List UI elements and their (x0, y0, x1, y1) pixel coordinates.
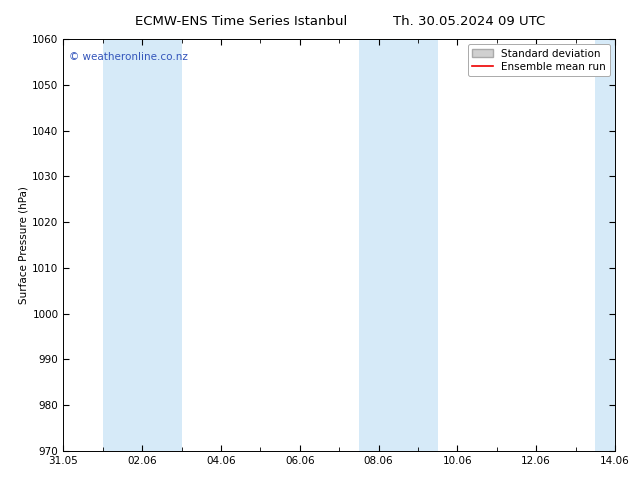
Y-axis label: Surface Pressure (hPa): Surface Pressure (hPa) (18, 186, 28, 304)
Bar (103, 39, 181, 451)
Legend: Standard deviation, Ensemble mean run: Standard deviation, Ensemble mean run (467, 45, 610, 76)
Bar (595, 39, 615, 451)
Text: © weatheronline.co.nz: © weatheronline.co.nz (69, 51, 188, 62)
Text: ECMW-ENS Time Series Istanbul: ECMW-ENS Time Series Istanbul (135, 15, 347, 28)
Bar (359, 39, 437, 451)
Text: Th. 30.05.2024 09 UTC: Th. 30.05.2024 09 UTC (393, 15, 545, 28)
